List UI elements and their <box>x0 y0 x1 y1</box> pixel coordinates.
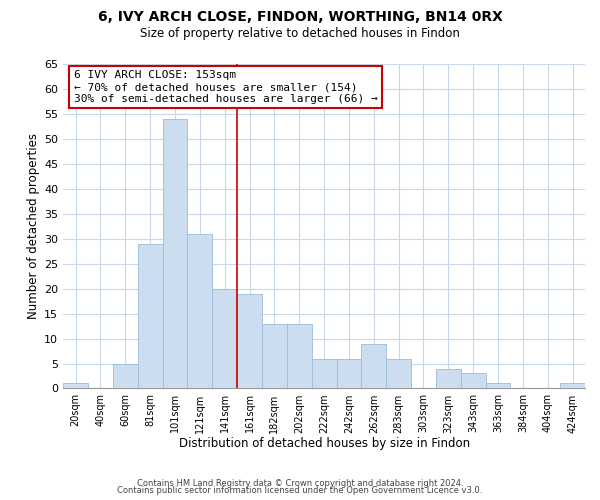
Text: Size of property relative to detached houses in Findon: Size of property relative to detached ho… <box>140 28 460 40</box>
Bar <box>212 288 237 388</box>
X-axis label: Distribution of detached houses by size in Findon: Distribution of detached houses by size … <box>179 437 470 450</box>
Bar <box>138 244 163 388</box>
Bar <box>337 358 361 388</box>
Bar <box>436 368 461 388</box>
Text: Contains HM Land Registry data © Crown copyright and database right 2024.: Contains HM Land Registry data © Crown c… <box>137 478 463 488</box>
Text: 6 IVY ARCH CLOSE: 153sqm
← 70% of detached houses are smaller (154)
30% of semi-: 6 IVY ARCH CLOSE: 153sqm ← 70% of detach… <box>74 70 377 104</box>
Bar <box>560 384 585 388</box>
Text: Contains public sector information licensed under the Open Government Licence v3: Contains public sector information licen… <box>118 486 482 495</box>
Text: 6, IVY ARCH CLOSE, FINDON, WORTHING, BN14 0RX: 6, IVY ARCH CLOSE, FINDON, WORTHING, BN1… <box>98 10 502 24</box>
Bar <box>63 384 88 388</box>
Bar <box>163 119 187 388</box>
Y-axis label: Number of detached properties: Number of detached properties <box>27 133 40 319</box>
Bar <box>361 344 386 388</box>
Bar <box>187 234 212 388</box>
Bar <box>287 324 311 388</box>
Bar <box>461 374 485 388</box>
Bar <box>311 358 337 388</box>
Bar <box>113 364 138 388</box>
Bar <box>237 294 262 388</box>
Bar <box>262 324 287 388</box>
Bar <box>386 358 411 388</box>
Bar <box>485 384 511 388</box>
